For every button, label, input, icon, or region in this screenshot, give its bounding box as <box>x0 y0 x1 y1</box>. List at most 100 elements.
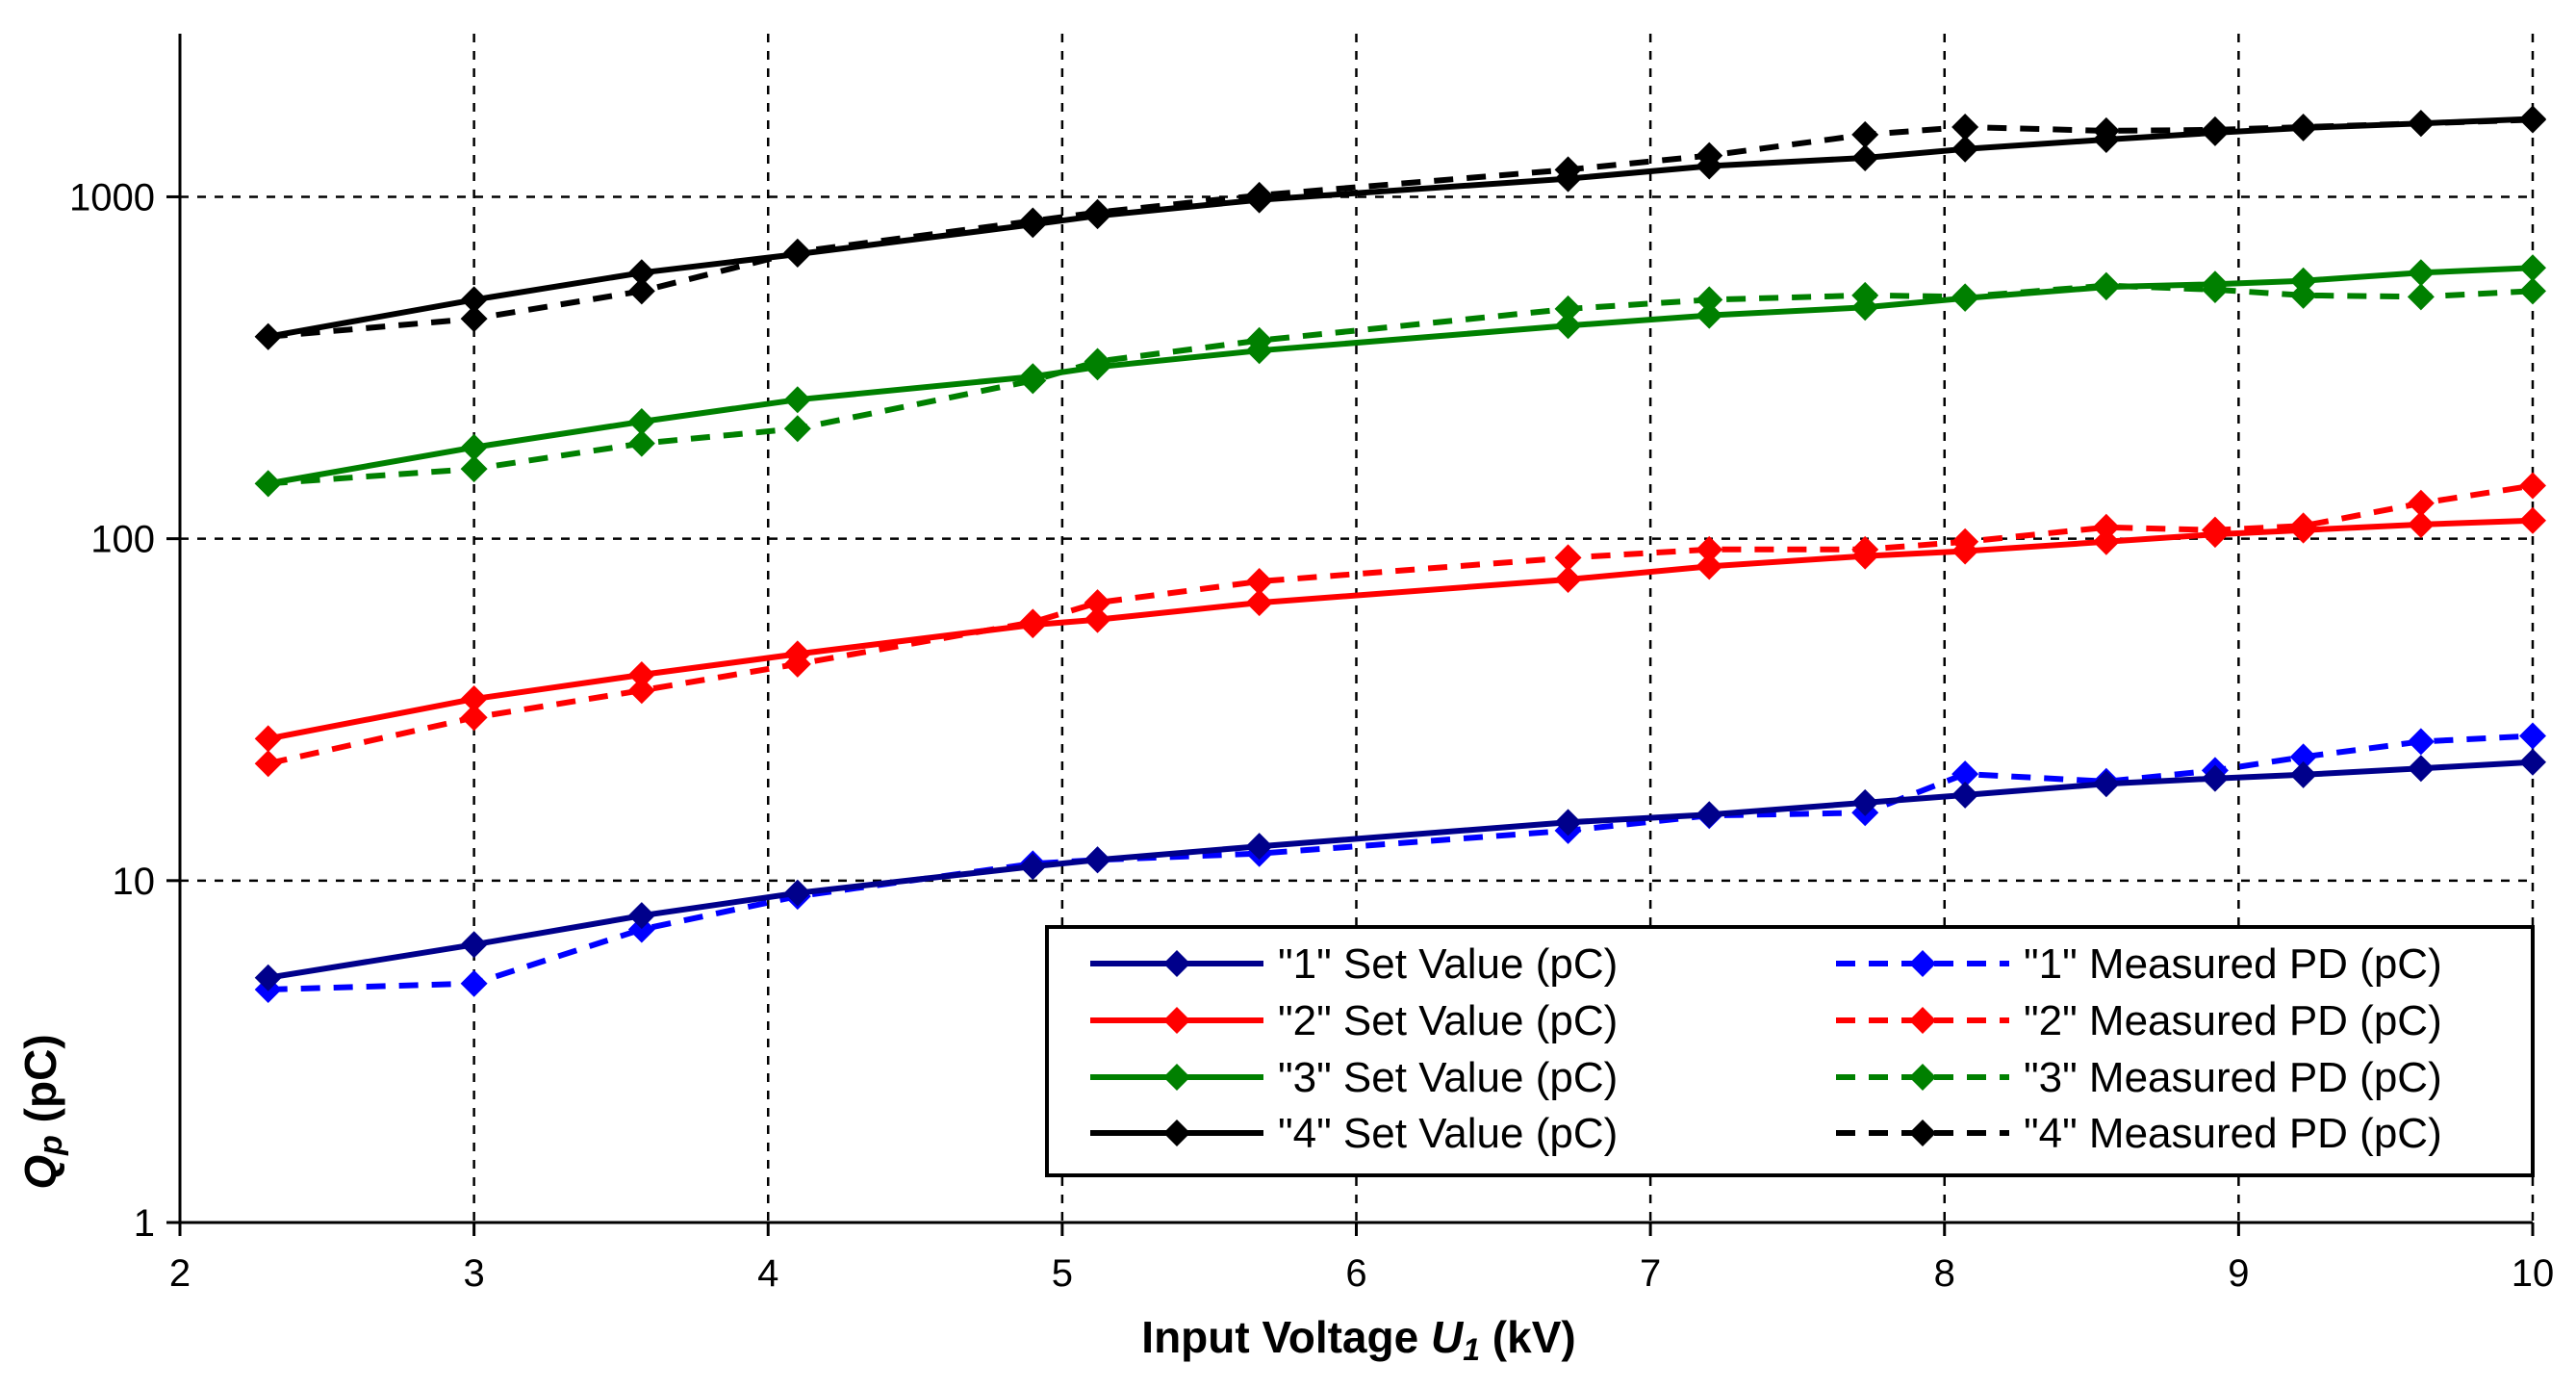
data-point <box>2407 510 2435 538</box>
data-point <box>1554 312 1582 340</box>
series-1 <box>254 748 2546 991</box>
legend-label: "1" Measured PD (pC) <box>2024 940 2442 988</box>
data-point <box>2092 513 2120 541</box>
data-point <box>783 386 811 414</box>
data-point <box>2289 267 2317 295</box>
series-7 <box>254 105 2546 350</box>
data-point <box>627 902 655 930</box>
data-point <box>2289 760 2317 788</box>
series-8 <box>254 106 2546 350</box>
data-point <box>1951 760 1979 788</box>
data-point <box>1019 363 1047 391</box>
data-point <box>2407 755 2435 783</box>
series-5 <box>254 254 2546 498</box>
data-point <box>2289 281 2317 309</box>
data-point <box>2289 114 2317 142</box>
legend-item-1: "1" Set Value (pC) <box>1090 940 1618 988</box>
data-point <box>1696 535 1723 563</box>
data-point <box>1696 286 1723 314</box>
legend-marker <box>1909 1120 1936 1146</box>
axis-titles: Input Voltage U1 (kV) Qp (pC) <box>15 1034 1576 1367</box>
data-point <box>2519 277 2546 305</box>
data-point <box>2519 472 2546 500</box>
data-point <box>1696 553 1723 580</box>
series-3 <box>254 506 2546 753</box>
series-4 <box>254 472 2546 778</box>
data-point <box>2407 489 2435 517</box>
x-tick-label: 2 <box>169 1252 191 1295</box>
data-point <box>783 879 811 907</box>
data-point <box>783 240 811 268</box>
x-tick-label: 9 <box>2228 1252 2249 1295</box>
data-point <box>1019 211 1047 239</box>
data-point <box>1851 120 1879 148</box>
data-point <box>1696 301 1723 329</box>
legend-box <box>1045 925 2535 1177</box>
legend-item-6: "3" Measured PD (pC) <box>1836 1054 2442 1101</box>
series-line <box>268 116 2534 340</box>
series-line <box>268 759 2534 981</box>
data-point <box>460 704 488 732</box>
data-point <box>1554 295 1582 322</box>
data-point <box>460 931 488 959</box>
legend-marker <box>1909 1064 1936 1091</box>
legend-label: "4" Measured PD (pC) <box>2024 1110 2442 1157</box>
data-point <box>1084 846 1111 874</box>
data-point <box>627 429 655 457</box>
data-point <box>2519 254 2546 282</box>
data-point <box>1245 589 1273 617</box>
data-point <box>1951 113 1979 141</box>
data-point <box>2289 743 2317 771</box>
data-point <box>460 455 488 483</box>
data-point <box>1554 165 1582 193</box>
data-point <box>2201 764 2229 792</box>
x-tick-label: 10 <box>2512 1252 2555 1295</box>
data-point <box>1084 353 1111 381</box>
legend-marker <box>1163 1007 1190 1034</box>
legend-item-4: "2" Measured PD (pC) <box>1836 997 2442 1044</box>
data-point <box>254 750 282 778</box>
y-axis-title: Qp (pC) <box>15 1034 69 1189</box>
data-point <box>254 470 282 498</box>
data-point <box>254 725 282 753</box>
data-point <box>627 660 655 688</box>
data-point <box>627 915 655 943</box>
data-point <box>2201 118 2229 146</box>
data-point <box>2289 516 2317 544</box>
data-point <box>783 640 811 668</box>
data-point <box>2519 105 2546 133</box>
x-tick-label: 5 <box>1052 1252 1073 1295</box>
data-point <box>1084 202 1111 230</box>
legend-label: "1" Set Value (pC) <box>1278 940 1618 988</box>
x-tick-label: 4 <box>757 1252 778 1295</box>
data-point <box>2201 521 2229 549</box>
data-point <box>783 415 811 443</box>
data-point <box>2407 283 2435 311</box>
legend: "1" Set Value (pC) "1" Measured PD (pC) "2… <box>1045 925 2535 1177</box>
legend-item-8: "4" Measured PD (pC) <box>1836 1110 2442 1157</box>
data-point <box>1554 809 1582 837</box>
data-point <box>627 408 655 436</box>
data-point <box>627 277 655 305</box>
data-point <box>2201 270 2229 298</box>
legend-item-5: "3" Set Value (pC) <box>1090 1054 1618 1101</box>
data-point <box>2407 110 2435 138</box>
x-tick-label: 8 <box>1934 1252 1955 1295</box>
data-point <box>1851 143 1879 171</box>
data-point <box>1245 337 1273 365</box>
series-line <box>268 282 2534 487</box>
legend-label: "3" Set Value (pC) <box>1278 1054 1618 1101</box>
data-point <box>627 677 655 705</box>
data-point <box>1554 565 1582 593</box>
legend-marker <box>1163 1120 1190 1146</box>
data-point <box>2092 273 2120 301</box>
legend-label: "2" Measured PD (pC) <box>2024 997 2442 1044</box>
x-tick-label: 3 <box>464 1252 485 1295</box>
data-point <box>254 964 282 991</box>
series-line <box>268 116 2534 340</box>
data-point <box>1951 135 1979 163</box>
legend-item-2: "1" Measured PD (pC) <box>1836 940 2442 988</box>
data-point <box>1696 801 1723 829</box>
data-point <box>2092 126 2120 154</box>
y-tick-label: 100 <box>90 519 155 561</box>
